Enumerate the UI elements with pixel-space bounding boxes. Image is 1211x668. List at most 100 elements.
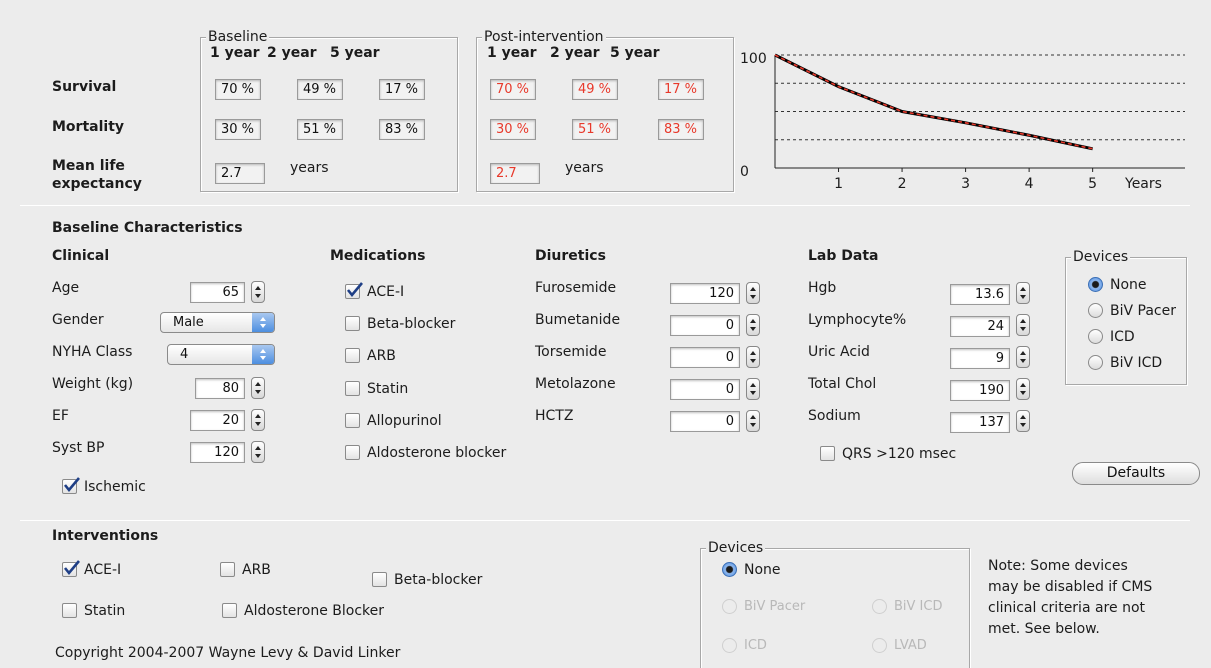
spinner[interactable] [251,409,265,431]
diuretic-label: HCTZ [535,408,574,424]
diuretic-field[interactable]: 0 [670,315,740,336]
intervention-label: Beta-blocker [394,572,483,588]
spinner[interactable] [746,410,760,432]
defaults-button[interactable]: Defaults [1072,462,1200,485]
spinner[interactable] [251,281,265,303]
clinical-field[interactable]: 65 [190,282,245,303]
spinner-arrows [1020,383,1026,395]
device-radio[interactable] [1088,355,1103,370]
intervention-device-label: BiV Pacer [744,599,806,614]
medication-checkbox[interactable] [345,380,360,396]
spinner[interactable] [251,441,265,463]
medication-checkbox[interactable] [345,316,360,332]
survival-field[interactable]: 17 % [658,79,704,100]
clinical-label: EF [52,408,69,424]
popup[interactable]: 4 [167,344,275,365]
intervention-device-radio [722,638,737,653]
intervention-checkbox[interactable] [220,562,235,577]
clinical-label: Gender [52,312,104,328]
diuretic-label: Furosemide [535,280,617,296]
spinner[interactable] [1016,282,1030,304]
ischemic-label: Ischemic [84,479,146,495]
diuretic-field[interactable]: 120 [670,283,740,304]
lab-label: Total Chol [808,376,877,392]
spinner[interactable] [1016,346,1030,368]
spinner[interactable] [1016,378,1030,400]
popup-arrow [252,313,274,332]
year-header: 1 year [487,45,537,61]
spinner[interactable] [746,346,760,368]
clinical-field[interactable]: 20 [190,410,245,431]
intervention-device-radio[interactable] [722,562,737,577]
lab-label: Uric Acid [808,344,870,360]
spinner[interactable] [746,314,760,336]
spinner-arrows [750,319,756,331]
separator [20,520,1190,521]
intervention-checkbox[interactable] [372,572,387,587]
medication-checkbox[interactable] [345,412,360,428]
mortality-label: Mortality [52,119,125,135]
spinner[interactable] [746,378,760,400]
mortality-field[interactable]: 83 % [379,119,425,140]
mortality-field[interactable]: 30 % [490,119,536,140]
lab-field[interactable]: 13.6 [950,284,1010,305]
medication-label: Statin [367,380,409,397]
survival-field[interactable]: 70 % [490,79,536,100]
lab-field[interactable]: 24 [950,316,1010,337]
diuretic-field[interactable]: 0 [670,411,740,432]
ischemic-checkbox[interactable] [62,477,80,494]
medication-label: ACE-I [367,284,405,300]
lab-field[interactable]: 137 [950,412,1010,433]
lab-field[interactable]: 190 [950,380,1010,401]
clinical-field[interactable]: 80 [195,378,245,399]
medication-label: Allopurinol [367,412,442,429]
mortality-field[interactable]: 51 % [572,119,618,140]
diuretic-field[interactable]: 0 [670,347,740,368]
mortality-field[interactable]: 30 % [215,119,261,140]
device-radio[interactable] [1088,277,1103,292]
note-line: met. See below. [988,621,1100,637]
lab-label: Sodium [808,408,861,424]
medication-label: Aldosterone blocker [367,445,507,461]
lab-field[interactable]: 9 [950,348,1010,369]
medication-checkbox[interactable] [345,348,360,364]
check-mark [63,560,80,576]
mortality-field[interactable]: 51 % [297,119,343,140]
mortality-field[interactable]: 83 % [658,119,704,140]
intervention-device-label: ICD [744,638,767,653]
life-field[interactable]: 2.7 [490,163,540,184]
diuretic-label: Bumetanide [535,312,621,328]
medication-checkbox[interactable] [345,445,360,460]
survival-field[interactable]: 49 % [572,79,618,100]
year-header: 5 year [330,45,380,61]
clinical-field[interactable]: 120 [190,442,245,463]
device-label: ICD [1110,329,1135,345]
intervention-checkbox[interactable] [62,603,77,618]
medication-checkbox[interactable] [345,282,363,299]
intervention-checkbox[interactable] [222,603,237,618]
intervention-checkbox[interactable] [62,560,80,577]
spinner[interactable] [1016,410,1030,432]
spinner[interactable] [746,282,760,304]
survival-field[interactable]: 70 % [215,79,261,100]
spinner-arrows [750,415,756,427]
clinical-label: Syst BP [52,440,105,456]
spinner-arrows [1020,319,1026,331]
device-radio[interactable] [1088,329,1103,344]
year-header: 2 year [267,45,317,61]
popup[interactable]: Male [160,312,275,333]
life-field[interactable]: 2.7 [215,163,265,184]
intervention-device-label: LVAD [894,638,927,653]
life-unit: years [565,160,604,176]
qrs-checkbox[interactable] [820,446,835,461]
survival-field[interactable]: 49 % [297,79,343,100]
device-radio[interactable] [1088,303,1103,318]
qrs-label: QRS >120 msec [842,446,957,462]
spinner[interactable] [1016,314,1030,336]
copyright: Copyright 2004-2007 Wayne Levy & David L… [55,645,401,661]
spinner[interactable] [251,377,265,399]
diuretic-field[interactable]: 0 [670,379,740,400]
medications-title: Medications [330,248,426,264]
survival-field[interactable]: 17 % [379,79,425,100]
